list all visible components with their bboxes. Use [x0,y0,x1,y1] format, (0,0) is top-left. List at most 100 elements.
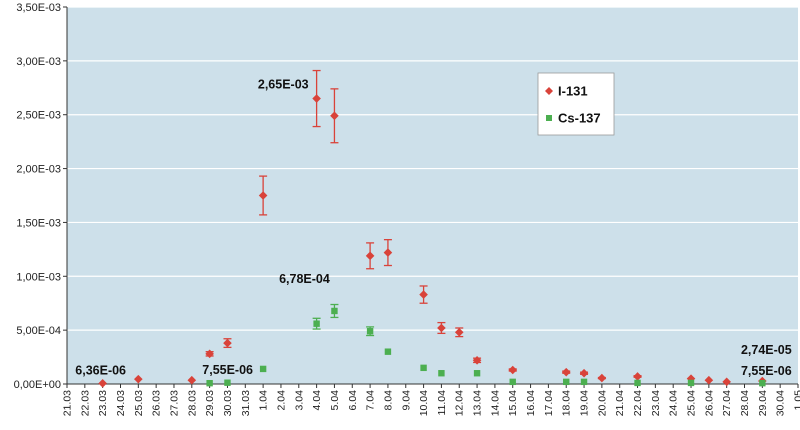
x-tick-label: 26.03 [151,390,163,416]
gridlines [67,6,798,331]
y-tick-label: 0,00E+00 [14,379,61,391]
x-tick-label: 19.04 [579,390,591,416]
legend-swatch [546,115,552,121]
y-tick-label: 3,00E-03 [16,56,61,68]
series-cs-137 [206,303,766,387]
x-tick-label: 22.04 [632,390,644,416]
legend-item-cs-137: Cs-137 [546,111,601,126]
legend-box [537,72,615,136]
data-label: 2,65E-03 [258,78,309,92]
x-tick-label: 18.04 [561,390,573,416]
x-tick-label: 1.04 [258,390,270,411]
x-tick-label: 5.04 [329,390,341,411]
x-tick-label: 28.03 [186,390,198,416]
data-point [633,372,642,381]
data-label: 6,78E-04 [279,272,330,286]
x-tick-label: 11.04 [436,390,448,416]
data-point [579,368,589,378]
data-point [634,379,641,387]
data-label: 6,36E-06 [75,363,126,377]
y-tick-label: 1,00E-03 [16,271,61,283]
x-tick-label: 14.04 [489,390,501,416]
data-point [563,378,570,386]
y-tick-label: 1,50E-03 [16,217,61,229]
x-tick-label: 26.04 [703,390,715,416]
legend: I-131 Cs-137 [537,72,615,136]
x-tick-label: 20.04 [596,390,608,416]
x-tick-label: 21.03 [62,390,74,416]
annotations: 2,65E-03 6,78E-04 6,36E-06 7,55E-06 2,74E-05… [75,78,791,379]
x-tick-label: 24.03 [115,390,127,416]
x-tick-label: 6.04 [347,390,359,411]
x-tick-label: 10.04 [418,390,430,416]
x-tick-label: 23.04 [650,390,662,416]
data-point [205,349,214,359]
data-label: 7,55E-06 [202,363,253,377]
plot-background [67,7,798,384]
y-tick-label: 2,50E-03 [16,110,61,122]
data-point [454,327,464,337]
data-point [330,111,339,121]
data-point [437,323,446,333]
legend-item-i-131: I-131 [545,84,588,99]
data-point [383,248,393,257]
series-i-131 [98,69,767,388]
data-point [704,375,714,385]
data-point [420,364,427,372]
data-point [384,348,392,355]
x-tick-label: 28.04 [739,390,751,416]
x-tick-label: 27.04 [721,390,733,416]
x-tick-label: 4.04 [311,390,323,411]
x-tick-label: 27.03 [168,390,180,416]
x-tick-label: 2.04 [275,390,287,411]
data-point [759,379,766,387]
data-label: 2,74E-05 [741,343,792,357]
data-point [508,365,518,375]
x-tick-label: 25.03 [133,390,145,416]
data-point [258,191,268,200]
x-tick-label: 17.04 [543,390,555,416]
data-point [687,379,695,387]
series-layer [98,69,767,388]
data-point [98,379,107,388]
data-point [472,356,482,365]
data-point [224,379,231,386]
x-tick-label: 22.03 [79,390,91,416]
x-tick-label: 29.03 [204,390,216,416]
data-point [561,367,571,377]
data-point [366,328,374,335]
legend-label: I-131 [558,84,588,99]
x-tick-label: 12.04 [454,390,466,416]
data-point [223,338,232,348]
x-tick-label: 16.04 [525,390,537,416]
x-tick-label: 30.04 [775,390,787,416]
x-tick-label: 23.03 [97,390,109,416]
data-point [597,373,607,383]
data-point [134,374,143,384]
data-point [331,307,338,315]
data-point [473,370,481,377]
data-point [580,378,588,386]
legend-label: Cs-137 [558,111,601,126]
y-tick-label: 3,50E-03 [16,2,61,14]
x-tick-label: 31.03 [240,390,252,416]
x-tick-label: 30.03 [222,390,234,416]
data-point [313,320,320,327]
data-point [419,290,428,299]
data-point [312,94,321,103]
data-point [187,375,197,385]
data-point [206,379,213,387]
legend-swatch [545,87,553,95]
data-point [438,370,445,377]
data-point [509,378,516,386]
x-tick-label: 8.04 [382,390,394,411]
x-tick-label: 25.04 [686,390,698,416]
x-tick-label: 13.04 [472,390,484,416]
x-tick-label: 9.04 [400,390,412,411]
x-tick-label: 1.05 [793,390,800,411]
data-label: 7,55E-06 [741,364,792,378]
x-tick-label: 7.04 [365,390,377,411]
x-tick-label: 21.04 [614,390,626,416]
y-tick-label: 2,00E-03 [16,164,61,176]
